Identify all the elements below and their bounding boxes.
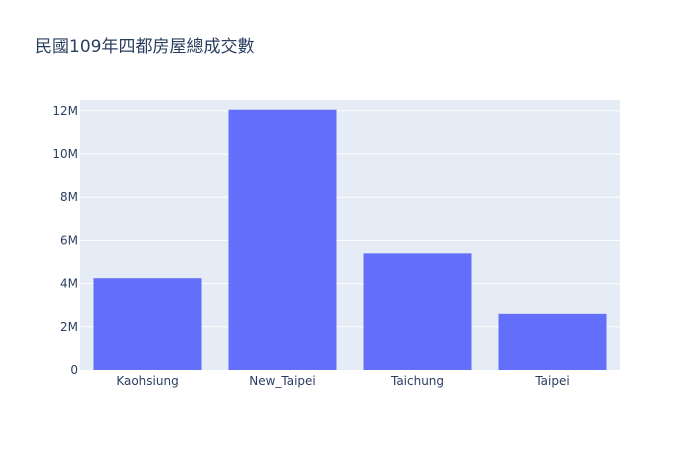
x-tick-label: Kaohsiung xyxy=(116,374,178,388)
bar-taichung[interactable] xyxy=(363,253,472,370)
x-tick-label: New_Taipei xyxy=(249,374,316,388)
y-tick-label: 10M xyxy=(52,147,78,161)
y-tick-label: 6M xyxy=(60,233,78,247)
y-tick-label: 2M xyxy=(60,320,78,334)
x-tick-label: Taipei xyxy=(534,374,569,388)
y-tick-label: 12M xyxy=(52,104,78,118)
bar-new-taipei[interactable] xyxy=(228,109,337,370)
bars xyxy=(93,109,607,370)
bar-taipei[interactable] xyxy=(498,313,607,370)
y-tick-label: 0 xyxy=(70,363,78,377)
chart-title: 民國109年四都房屋總成交數 xyxy=(35,37,255,57)
y-axis-ticks: 0 2M 4M 6M 8M 10M 12M xyxy=(52,104,78,377)
x-tick-label: Taichung xyxy=(390,374,444,388)
x-axis-ticks: Kaohsiung New_Taipei Taichung Taipei xyxy=(116,374,569,388)
bar-kaohsiung[interactable] xyxy=(93,278,202,370)
y-tick-label: 8M xyxy=(60,190,78,204)
y-tick-label: 4M xyxy=(60,277,78,291)
